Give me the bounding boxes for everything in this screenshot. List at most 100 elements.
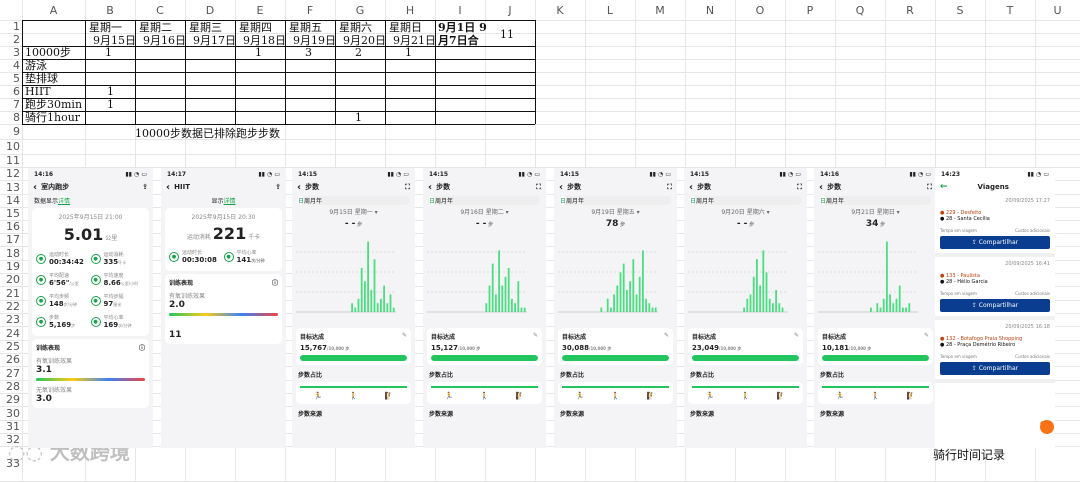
period-tab-3[interactable]: 年 — [708, 198, 715, 205]
row-header-16[interactable]: 16 — [6, 220, 20, 233]
back-chevron-icon[interactable]: ‹ — [819, 181, 824, 193]
row-header-23[interactable]: 23 — [6, 313, 20, 326]
period-tab-3[interactable]: 年 — [578, 198, 585, 205]
column-header-s[interactable]: S — [956, 3, 964, 17]
column-header-l[interactable]: L — [606, 3, 614, 17]
goal-edit-icon[interactable]: ✎ — [923, 332, 929, 339]
period-tab-1[interactable]: 周 — [566, 198, 573, 205]
row-header-15[interactable]: 15 — [6, 207, 20, 220]
nav-action-icon[interactable]: ⛶ — [667, 182, 672, 191]
nav-action-icon[interactable]: ⛶ — [927, 182, 932, 191]
tab-1[interactable]: 详情 — [223, 198, 236, 205]
row-header-21[interactable]: 21 — [6, 286, 20, 300]
period-tab-0[interactable]: 日 — [298, 196, 305, 205]
row-header-17[interactable]: 17 — [6, 233, 20, 246]
column-header-u[interactable]: U — [1053, 3, 1062, 17]
row-header-2[interactable]: 2 — [13, 33, 20, 46]
period-tab-1[interactable]: 周 — [826, 198, 833, 205]
row-header-32[interactable]: 32 — [6, 433, 20, 446]
nav-action-icon[interactable]: ⇪ — [142, 183, 148, 191]
column-header-m[interactable]: M — [655, 3, 665, 17]
period-tab-3[interactable]: 年 — [838, 198, 845, 205]
period-tab-1[interactable]: 周 — [304, 198, 311, 205]
row-header-29[interactable]: 29 — [6, 393, 20, 406]
tab-0[interactable]: 数据 — [34, 198, 47, 205]
row-header-26[interactable]: 26 — [6, 353, 20, 366]
column-header-f[interactable]: F — [306, 3, 314, 17]
floating-action-button[interactable]: ● — [1040, 420, 1054, 434]
period-tab-0[interactable]: 日 — [560, 196, 567, 205]
nav-action-icon[interactable]: ⇪ — [275, 183, 281, 191]
period-tab-2[interactable]: 月 — [441, 198, 448, 205]
column-header-k[interactable]: K — [556, 3, 564, 17]
column-header-n[interactable]: N — [705, 3, 715, 17]
row-header-30[interactable]: 30 — [6, 406, 20, 420]
row-header-4[interactable]: 4 — [13, 59, 20, 72]
period-tab-0[interactable]: 日 — [429, 196, 436, 205]
row-header-22[interactable]: 22 — [6, 300, 20, 313]
share-button[interactable]: ⇪ Compartilhar — [940, 362, 1050, 375]
row-header-25[interactable]: 25 — [6, 340, 20, 353]
row-header-13[interactable]: 13 — [6, 180, 20, 194]
row-header-20[interactable]: 20 — [6, 273, 20, 286]
back-chevron-icon[interactable]: ‹ — [297, 181, 302, 193]
row-header-1[interactable]: 1 — [13, 20, 20, 33]
row-header-11[interactable]: 11 — [6, 154, 20, 167]
column-header-c[interactable]: C — [156, 3, 164, 17]
column-header-r[interactable]: R — [906, 3, 914, 17]
nav-action-icon[interactable]: ⛶ — [536, 182, 541, 191]
period-tab-0[interactable]: 日 — [690, 196, 697, 205]
back-arrow-icon[interactable]: ← — [940, 182, 948, 192]
period-tab-2[interactable]: 月 — [702, 198, 709, 205]
row-header-14[interactable]: 14 — [6, 194, 20, 207]
row-header-5[interactable]: 5 — [13, 72, 20, 85]
row-header-28[interactable]: 28 — [6, 380, 20, 393]
row-header-3[interactable]: 3 — [13, 46, 20, 59]
tab-0[interactable]: 显示 — [211, 198, 224, 205]
period-tab-3[interactable]: 年 — [447, 198, 454, 205]
goal-edit-icon[interactable]: ✎ — [663, 332, 669, 339]
row-header-7[interactable]: 7 — [13, 98, 20, 111]
column-header-d[interactable]: D — [205, 3, 215, 17]
nav-action-icon[interactable]: ⛶ — [797, 182, 802, 191]
column-header-e[interactable]: E — [256, 3, 264, 17]
period-tab-0[interactable]: 日 — [820, 196, 827, 205]
back-chevron-icon[interactable]: ‹ — [559, 181, 564, 193]
column-header-j[interactable]: J — [508, 3, 512, 17]
period-tab-1[interactable]: 周 — [696, 198, 703, 205]
back-chevron-icon[interactable]: ‹ — [689, 181, 694, 193]
goal-edit-icon[interactable]: ✎ — [793, 332, 799, 339]
info-icon[interactable]: ⓘ — [271, 280, 278, 287]
row-header-18[interactable]: 18 — [6, 246, 20, 260]
goal-edit-icon[interactable]: ✎ — [532, 332, 538, 339]
row-header-10[interactable]: 10 — [6, 140, 20, 153]
row-header-8[interactable]: 8 — [13, 111, 20, 124]
column-header-g[interactable]: G — [355, 3, 365, 17]
back-chevron-icon[interactable]: ‹ — [428, 181, 433, 193]
period-tab-2[interactable]: 月 — [832, 198, 839, 205]
row-header-6[interactable]: 6 — [13, 85, 20, 98]
column-header-a[interactable]: A — [49, 3, 58, 17]
period-tab-2[interactable]: 月 — [572, 198, 579, 205]
column-header-q[interactable]: Q — [855, 3, 865, 17]
column-header-o[interactable]: O — [755, 3, 765, 17]
row-header-33[interactable]: 33 — [6, 457, 20, 470]
row-header-24[interactable]: 24 — [6, 326, 20, 340]
period-tab-3[interactable]: 年 — [316, 198, 323, 205]
period-tab-2[interactable]: 月 — [310, 198, 317, 205]
column-header-p[interactable]: P — [806, 3, 814, 17]
info-icon[interactable]: ⓘ — [138, 345, 145, 352]
back-chevron-icon[interactable]: ‹ — [33, 181, 38, 193]
column-header-t[interactable]: T — [1006, 3, 1014, 17]
tab-2[interactable]: 详情 — [58, 196, 71, 205]
column-header-h[interactable]: H — [405, 3, 415, 17]
row-header-27[interactable]: 27 — [6, 366, 20, 380]
row-header-9[interactable]: 9 — [13, 125, 20, 138]
share-button[interactable]: ⇪ Compartilhar — [940, 236, 1050, 249]
row-header-31[interactable]: 31 — [6, 420, 20, 433]
back-chevron-icon[interactable]: ‹ — [166, 181, 171, 193]
row-header-12[interactable]: 12 — [6, 167, 20, 180]
period-tab-1[interactable]: 周 — [435, 198, 442, 205]
column-header-b[interactable]: B — [106, 3, 114, 17]
nav-action-icon[interactable]: ⛶ — [405, 182, 410, 191]
